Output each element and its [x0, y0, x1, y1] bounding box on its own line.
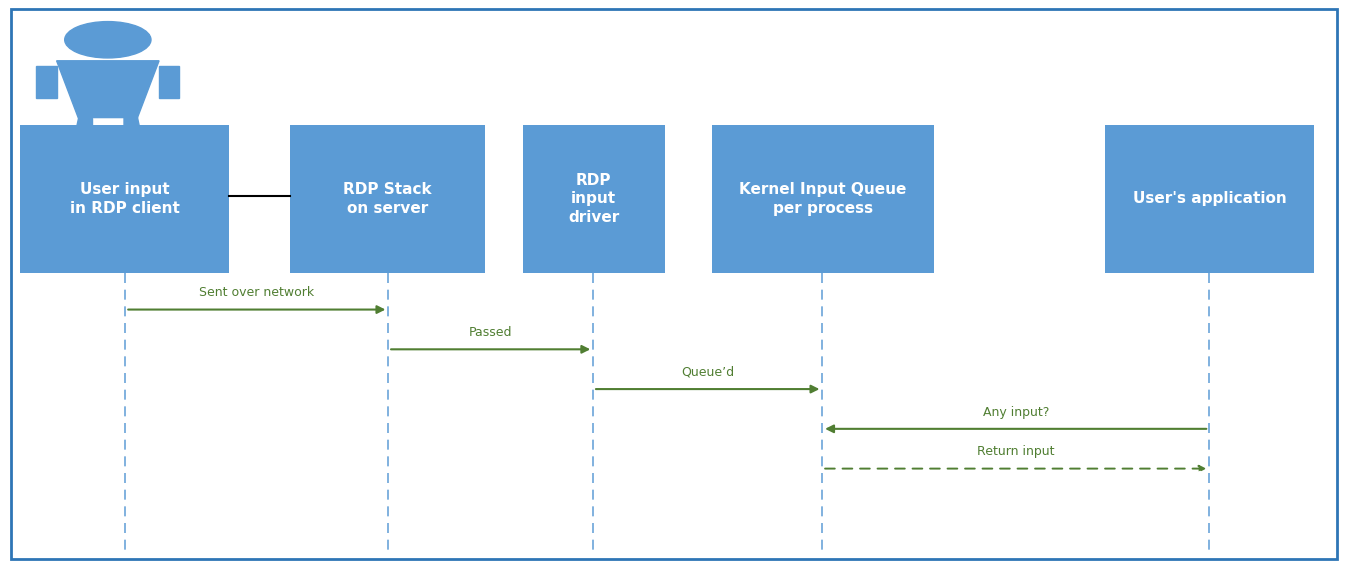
Text: User's application: User's application	[1132, 191, 1287, 206]
Text: Queue’d: Queue’d	[681, 366, 735, 379]
Polygon shape	[159, 66, 179, 98]
Text: Kernel Input Queue
per process: Kernel Input Queue per process	[739, 182, 907, 216]
Text: Return input: Return input	[977, 445, 1054, 458]
FancyBboxPatch shape	[1105, 125, 1314, 273]
FancyBboxPatch shape	[11, 9, 1337, 559]
Text: RDP Stack
on server: RDP Stack on server	[344, 182, 431, 216]
Text: Sent over network: Sent over network	[200, 286, 314, 299]
FancyBboxPatch shape	[523, 125, 665, 273]
Text: User input
in RDP client: User input in RDP client	[70, 182, 179, 216]
Text: Passed: Passed	[469, 326, 512, 339]
Text: RDP
input
driver: RDP input driver	[568, 173, 620, 225]
FancyBboxPatch shape	[712, 125, 934, 273]
FancyBboxPatch shape	[20, 125, 229, 273]
Text: Any input?: Any input?	[983, 406, 1049, 419]
Polygon shape	[57, 61, 159, 118]
Polygon shape	[36, 66, 57, 98]
Circle shape	[65, 22, 151, 58]
Polygon shape	[67, 118, 92, 169]
FancyBboxPatch shape	[290, 125, 485, 273]
Polygon shape	[124, 118, 148, 169]
